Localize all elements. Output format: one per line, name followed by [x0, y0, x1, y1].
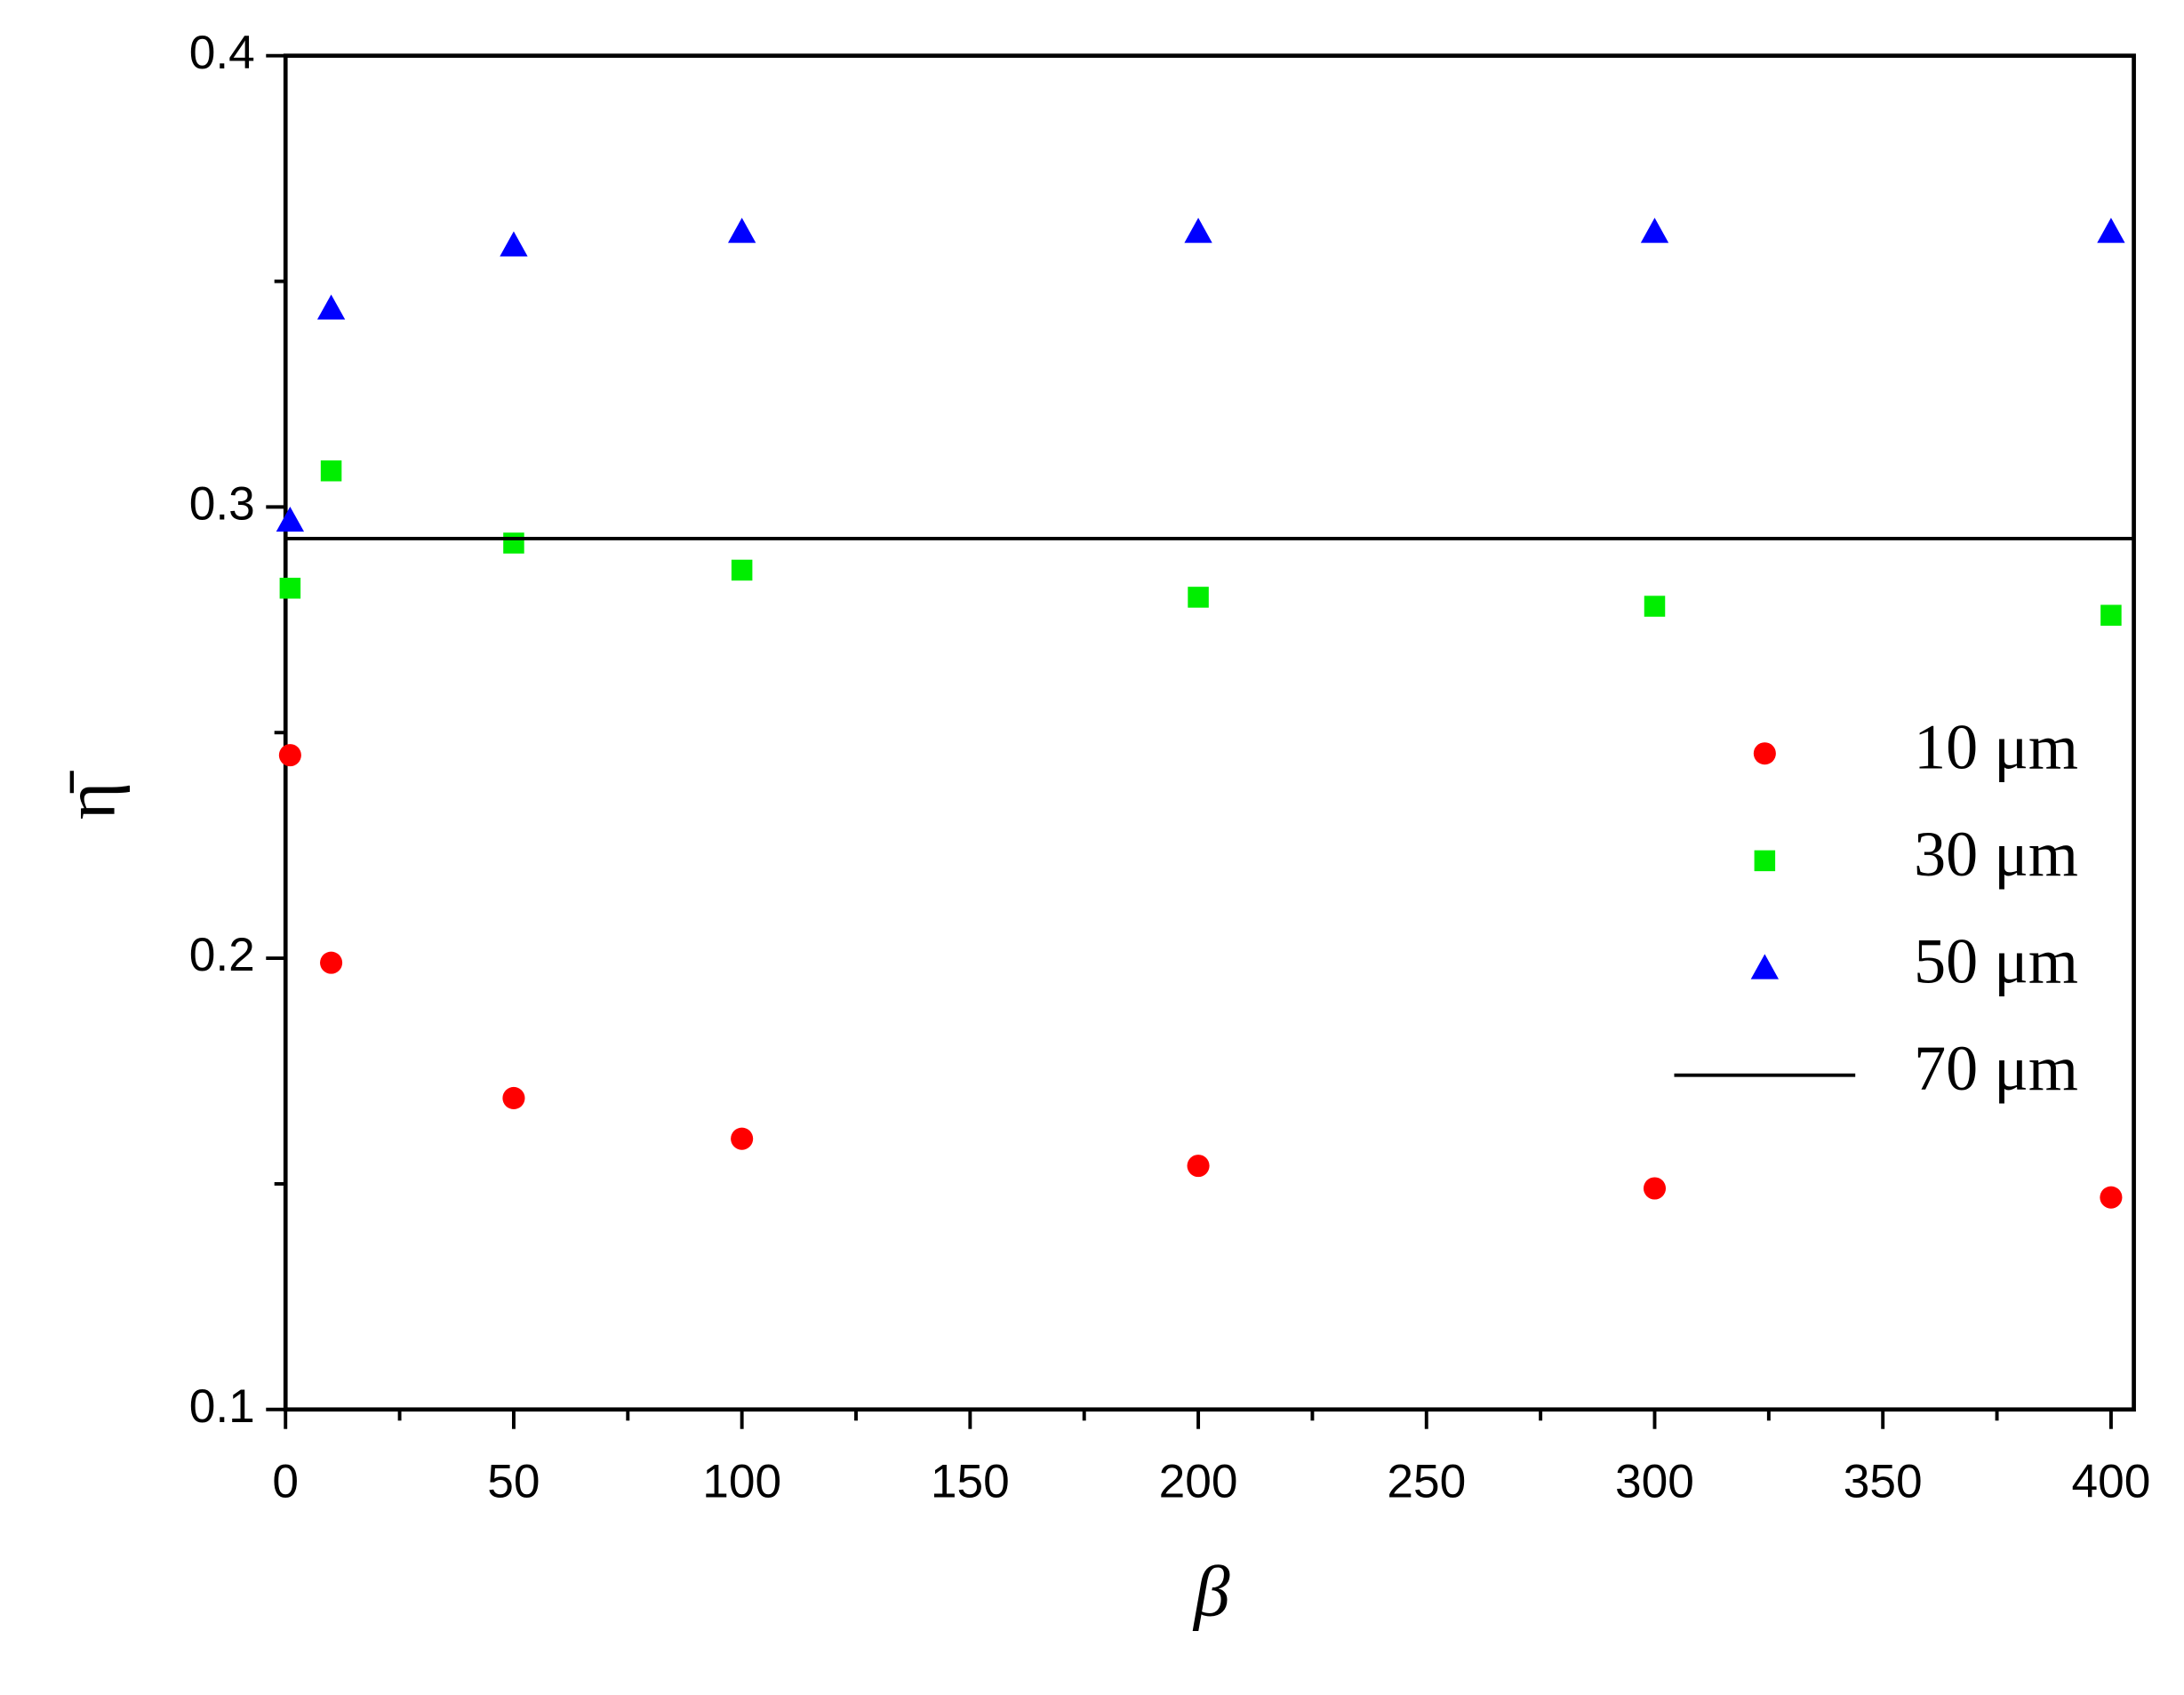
- point: [500, 231, 528, 257]
- point: [1184, 218, 1212, 244]
- x-tick-label: 50: [487, 1455, 540, 1507]
- x-tick-label: 150: [931, 1455, 1010, 1507]
- point: [1640, 218, 1669, 244]
- point: [1754, 850, 1776, 872]
- y-axis-label: η̄: [49, 771, 130, 820]
- point: [276, 506, 305, 532]
- point: [278, 744, 301, 767]
- x-tick-label: 0: [272, 1455, 299, 1507]
- point: [2097, 218, 2125, 244]
- point: [727, 218, 756, 244]
- point: [1187, 1155, 1210, 1178]
- y-tick-label: 0.2: [189, 929, 255, 981]
- y-tick-label: 0.3: [189, 477, 255, 530]
- x-tick-label: 250: [1387, 1455, 1466, 1507]
- point: [320, 951, 343, 974]
- x-tick-label: 100: [702, 1455, 781, 1507]
- point: [320, 460, 342, 482]
- point: [2100, 1186, 2123, 1209]
- point: [316, 294, 346, 320]
- x-axis-label: β: [1192, 1551, 1230, 1632]
- point: [502, 1086, 525, 1109]
- point: [1753, 742, 1776, 765]
- x-tick-label: 300: [1615, 1455, 1694, 1507]
- legend-label: 70 μm: [1914, 1033, 2078, 1104]
- point: [1750, 954, 1780, 979]
- legend-label: 30 μm: [1914, 819, 2078, 890]
- point: [503, 532, 524, 554]
- x-tick-label: 350: [1844, 1455, 1923, 1507]
- legend-label: 50 μm: [1914, 926, 2078, 997]
- x-tick-label: 200: [1159, 1455, 1238, 1507]
- point: [279, 578, 301, 599]
- y-tick-label: 0.1: [189, 1380, 255, 1433]
- point: [731, 1127, 754, 1150]
- point: [1188, 587, 1209, 608]
- point: [731, 559, 753, 581]
- x-tick-label: 400: [2071, 1455, 2150, 1507]
- point: [2100, 604, 2122, 626]
- legend-label: 10 μm: [1914, 711, 2078, 782]
- point: [1644, 596, 1666, 617]
- point: [1643, 1177, 1667, 1200]
- plot-frame: [283, 53, 2136, 1412]
- y-tick-label: 0.4: [189, 27, 255, 79]
